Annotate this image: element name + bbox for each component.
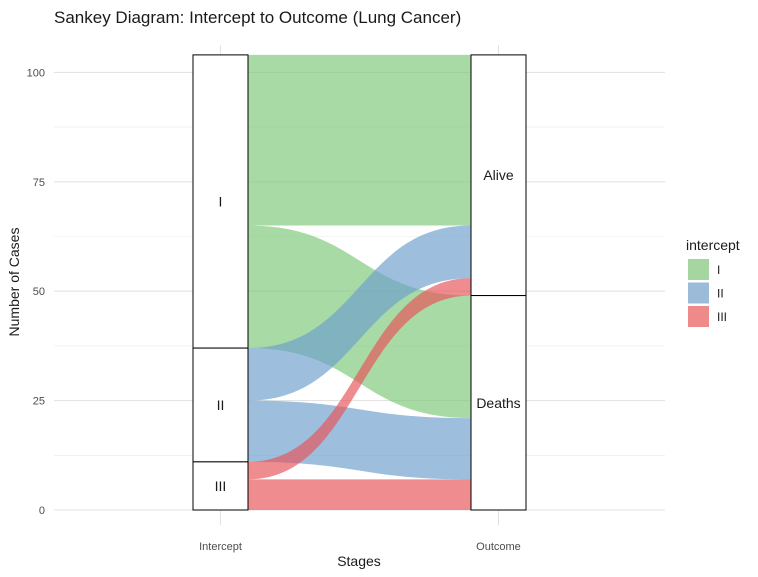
y-tick-label: 25 — [33, 396, 45, 408]
node-label: I — [219, 193, 223, 209]
x-axis-title: Stages — [337, 553, 381, 569]
flow-ii-alive — [248, 225, 471, 401]
node-alive — [470, 54, 527, 297]
y-axis-title: Number of Cases — [6, 228, 22, 337]
node-label: Alive — [483, 167, 514, 183]
x-tick-label: Intercept — [199, 541, 242, 553]
y-tick-label: 0 — [39, 505, 45, 517]
node-deaths — [470, 295, 527, 511]
node-ii — [192, 347, 249, 463]
y-axis-ticks: 0 25 50 75 100 — [27, 67, 45, 517]
y-tick-label: 75 — [33, 177, 45, 189]
node-iii — [192, 461, 249, 511]
node-i — [192, 54, 249, 349]
flow-i-alive — [248, 54, 471, 226]
node-label: II — [217, 397, 225, 413]
x-axis-ticks: Intercept Outcome — [199, 541, 521, 553]
legend-title: intercept — [686, 237, 740, 253]
node-label: III — [215, 478, 227, 494]
y-tick-label: 100 — [27, 67, 45, 79]
node-label: Deaths — [476, 395, 520, 411]
y-tick-label: 50 — [33, 286, 45, 298]
legend-label: I — [717, 263, 720, 277]
flows — [248, 54, 471, 510]
legend-key-ii — [688, 282, 709, 304]
chart-title: Sankey Diagram: Intercept to Outcome (Lu… — [54, 8, 461, 27]
x-tick-label: Outcome — [476, 541, 521, 553]
flow-iii-alive — [248, 278, 471, 480]
legend-key-i — [688, 259, 709, 280]
flow-iii-deaths — [248, 479, 471, 510]
legend-label: III — [717, 310, 727, 324]
legend-label: II — [717, 287, 724, 301]
legend-key-iii — [688, 306, 709, 327]
